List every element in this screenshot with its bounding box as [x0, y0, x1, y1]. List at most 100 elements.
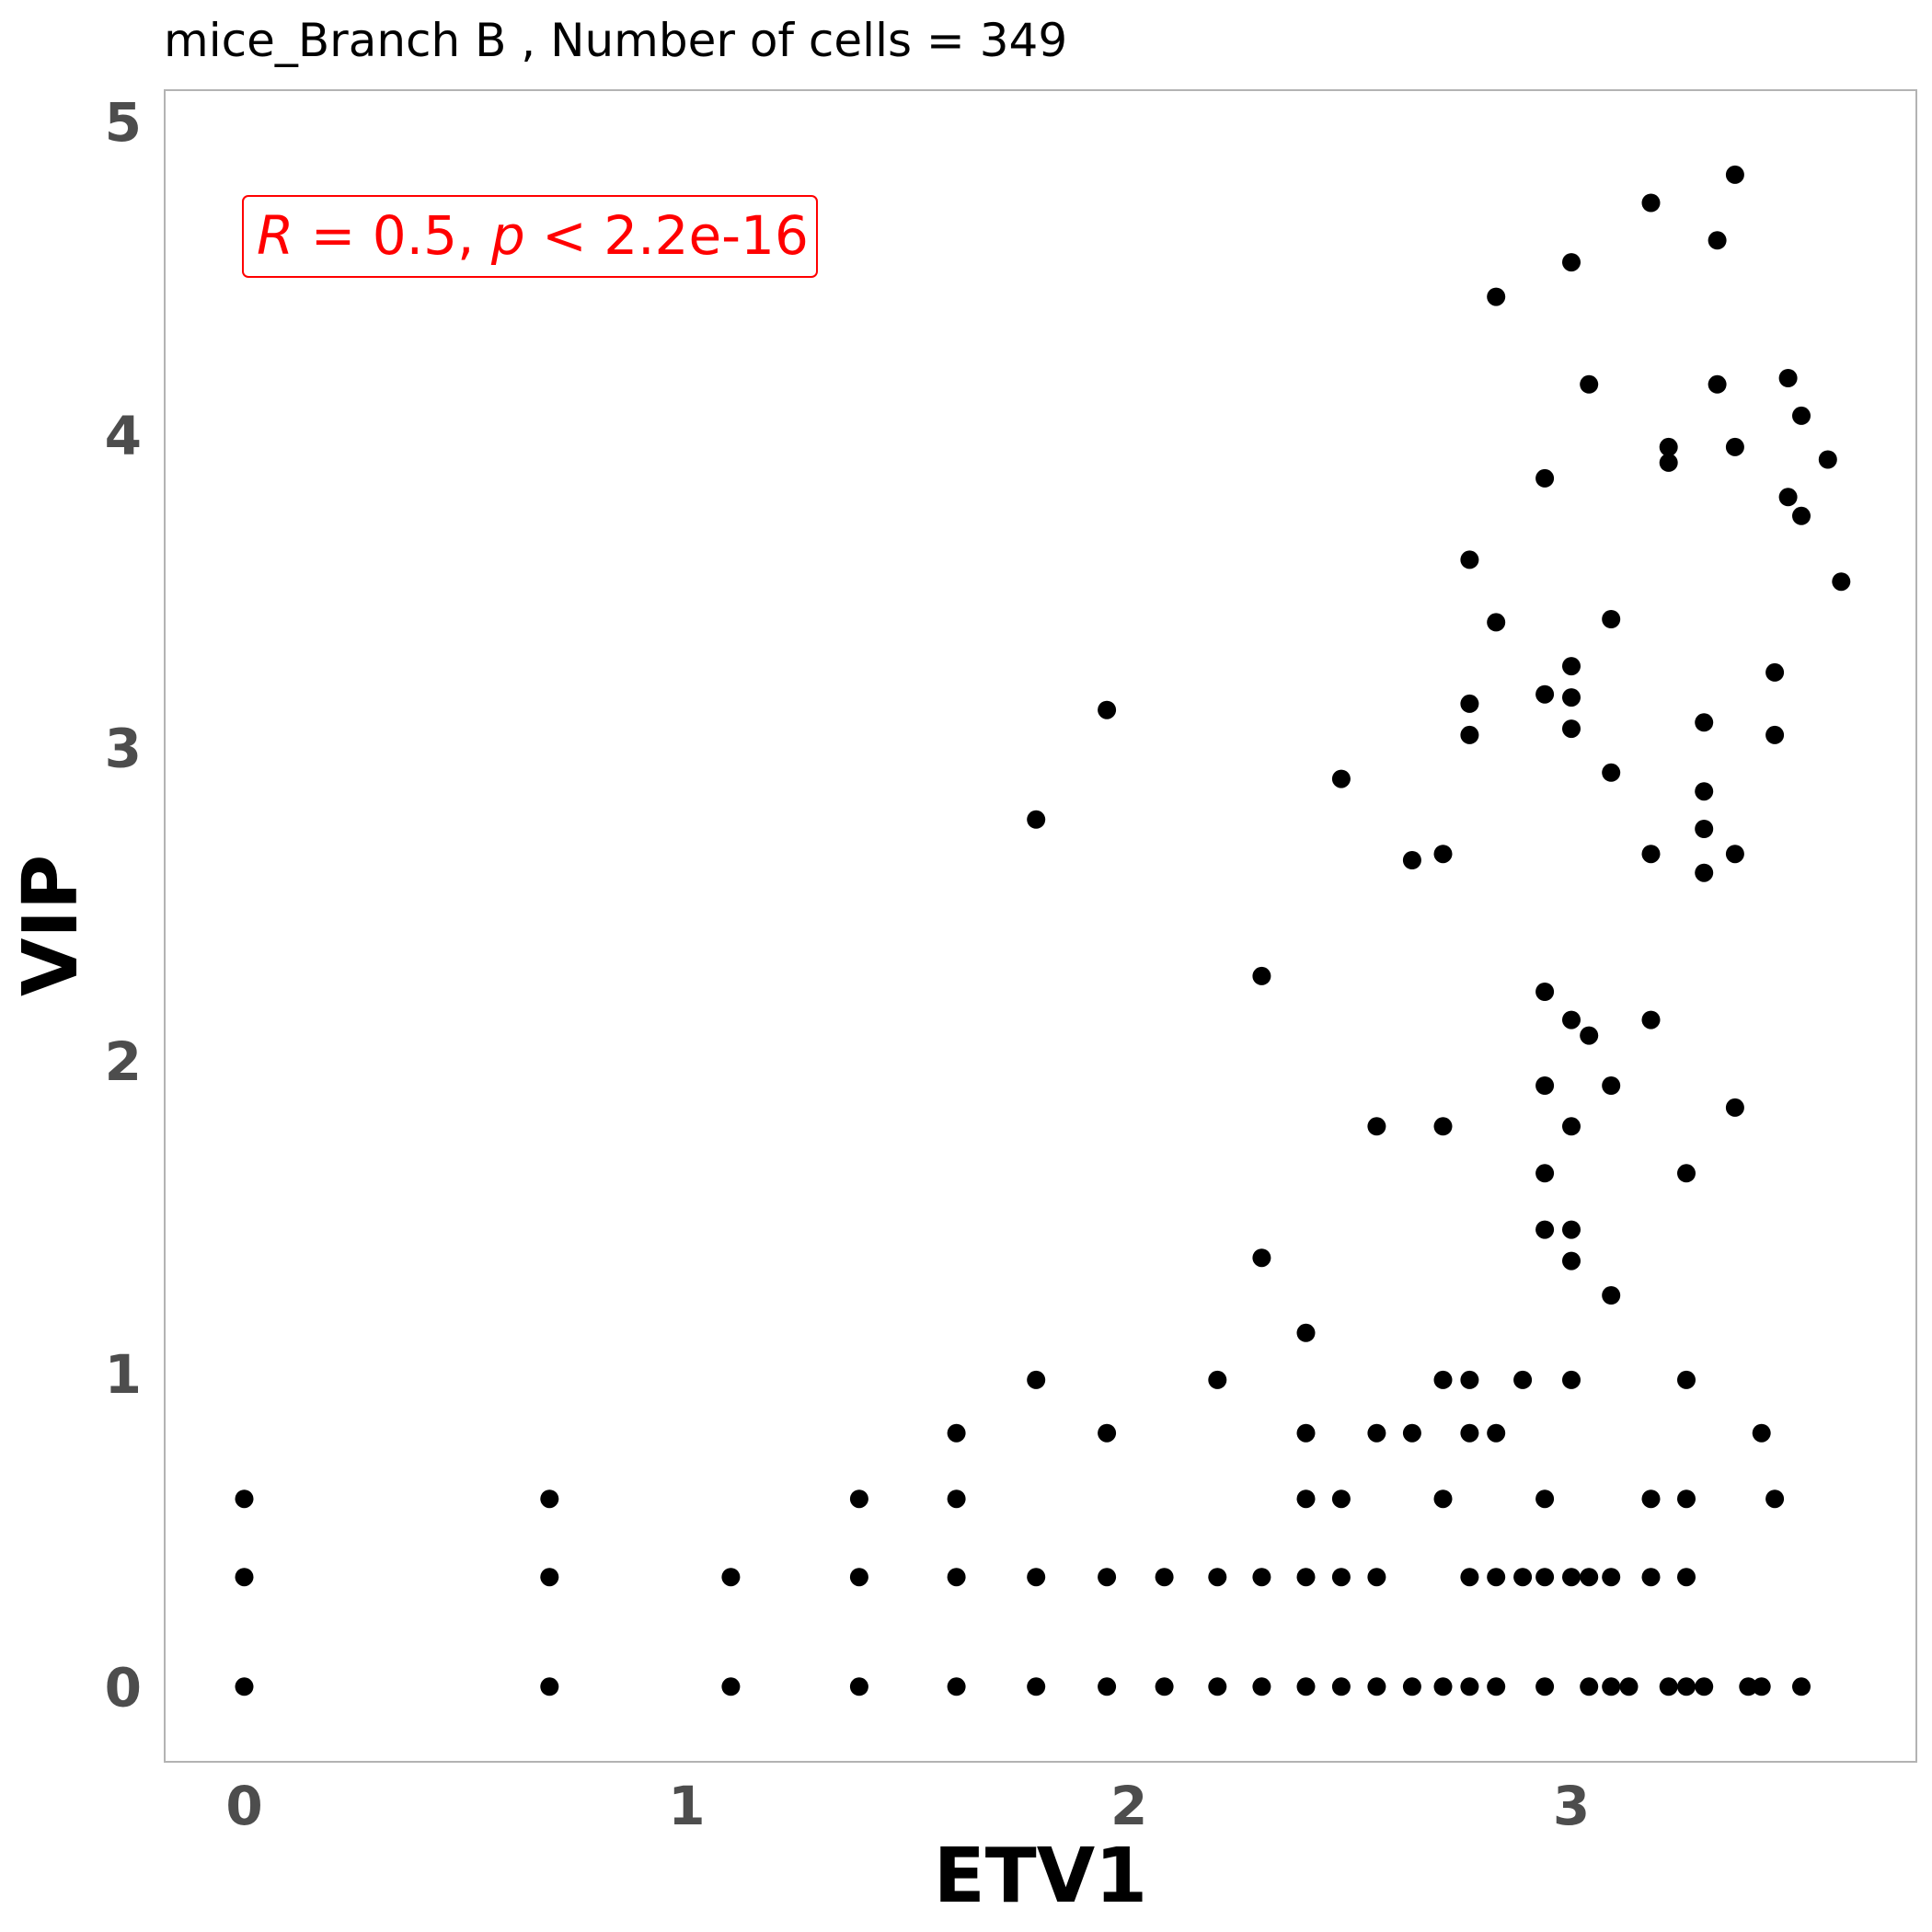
- data-point-50: [1433, 1370, 1453, 1389]
- data-point-71: [1535, 1164, 1555, 1183]
- data-point-4: [540, 1568, 559, 1587]
- data-point-59: [1460, 550, 1479, 569]
- r-value: = 0.5,: [293, 204, 491, 267]
- x-tick-label: 3: [1553, 1775, 1590, 1837]
- data-point-113: [1695, 782, 1714, 801]
- data-point-7: [721, 1568, 741, 1587]
- annotation-text: R = 0.5, p < 2.2e-16: [257, 204, 809, 267]
- data-point-60: [1487, 1677, 1506, 1696]
- data-point-95: [1602, 610, 1621, 628]
- data-point-130: [1792, 506, 1811, 525]
- y-tick-label: 0: [105, 1656, 142, 1719]
- data-point-54: [1460, 1568, 1479, 1587]
- data-point-123: [1752, 1423, 1771, 1443]
- data-point-70: [1535, 1220, 1555, 1239]
- data-point-75: [1535, 468, 1555, 488]
- data-point-21: [1098, 1423, 1117, 1443]
- data-point-78: [1562, 1251, 1581, 1271]
- data-point-102: [1659, 1677, 1678, 1696]
- data-point-99: [1641, 1010, 1661, 1029]
- data-point-24: [1155, 1568, 1174, 1587]
- y-tick-label: 1: [105, 1343, 142, 1406]
- data-point-68: [1535, 1568, 1555, 1587]
- data-point-40: [1331, 769, 1351, 788]
- data-point-62: [1487, 1423, 1506, 1443]
- y-axis-ticks: 0 1 2 3 4 5: [105, 91, 142, 1719]
- data-point-14: [947, 1423, 966, 1443]
- data-point-46: [1402, 1423, 1421, 1443]
- data-point-114: [1695, 713, 1714, 732]
- data-point-28: [1252, 1677, 1271, 1696]
- data-point-5: [540, 1489, 559, 1509]
- data-point-11: [947, 1677, 966, 1696]
- data-point-104: [1659, 437, 1678, 456]
- data-point-100: [1641, 845, 1661, 864]
- correlation-annotation: R = 0.5, p < 2.2e-16: [242, 195, 818, 278]
- r-symbol: R: [257, 204, 293, 267]
- data-point-80: [1562, 1117, 1581, 1136]
- data-point-41: [1367, 1677, 1386, 1696]
- data-point-110: [1695, 1677, 1714, 1696]
- data-point-133: [1832, 572, 1851, 592]
- data-point-91: [1602, 1568, 1621, 1587]
- data-point-129: [1792, 1677, 1811, 1696]
- data-point-25: [1208, 1677, 1227, 1696]
- data-point-87: [1580, 1568, 1599, 1587]
- data-point-12: [947, 1568, 966, 1587]
- data-point-103: [1659, 453, 1678, 472]
- data-point-93: [1602, 1076, 1621, 1095]
- data-point-69: [1535, 1489, 1555, 1509]
- data-point-109: [1677, 1164, 1696, 1183]
- data-point-66: [1513, 1370, 1533, 1389]
- data-point-52: [1433, 845, 1453, 864]
- plot-panel: [164, 89, 1917, 1763]
- y-tick-label: 5: [105, 91, 142, 154]
- data-point-42: [1367, 1568, 1386, 1587]
- data-point-96: [1619, 1677, 1639, 1696]
- data-point-122: [1752, 1677, 1771, 1696]
- data-point-58: [1460, 694, 1479, 713]
- data-point-27: [1208, 1370, 1227, 1389]
- data-point-105: [1677, 1677, 1696, 1696]
- p-value: < 2.2e-16: [525, 204, 809, 267]
- data-point-1: [235, 1568, 254, 1587]
- data-point-73: [1535, 983, 1555, 1001]
- data-point-44: [1367, 1117, 1386, 1136]
- data-point-33: [1296, 1568, 1316, 1587]
- y-tick-label: 2: [105, 1030, 142, 1093]
- data-point-2: [235, 1489, 254, 1509]
- data-points: [235, 165, 1851, 1696]
- data-point-120: [1725, 165, 1744, 184]
- data-point-48: [1433, 1677, 1453, 1696]
- data-point-3: [540, 1677, 559, 1696]
- data-point-98: [1641, 1489, 1661, 1509]
- data-point-82: [1562, 719, 1581, 739]
- data-point-30: [1252, 1248, 1271, 1268]
- data-point-65: [1513, 1568, 1533, 1587]
- data-point-56: [1460, 1370, 1479, 1389]
- x-tick-label: 1: [668, 1775, 705, 1837]
- data-point-64: [1487, 287, 1506, 306]
- data-point-97: [1641, 1568, 1661, 1587]
- data-point-72: [1535, 1076, 1555, 1095]
- data-point-108: [1677, 1370, 1696, 1389]
- y-tick-label: 3: [105, 718, 142, 780]
- x-tick-label: 2: [1110, 1775, 1147, 1837]
- x-axis-label: ETV1: [934, 1833, 1147, 1920]
- data-point-88: [1580, 1026, 1599, 1045]
- data-point-107: [1677, 1489, 1696, 1509]
- data-point-6: [721, 1677, 741, 1696]
- data-point-57: [1460, 725, 1479, 744]
- data-point-101: [1641, 193, 1661, 213]
- data-point-83: [1562, 688, 1581, 707]
- data-point-35: [1296, 1423, 1316, 1443]
- data-point-18: [1027, 810, 1046, 829]
- data-point-29: [1252, 1568, 1271, 1587]
- data-point-8: [849, 1677, 868, 1696]
- data-point-36: [1296, 1323, 1316, 1342]
- data-point-47: [1402, 851, 1421, 869]
- data-point-124: [1765, 1489, 1785, 1509]
- data-point-38: [1331, 1568, 1351, 1587]
- data-point-22: [1098, 700, 1117, 719]
